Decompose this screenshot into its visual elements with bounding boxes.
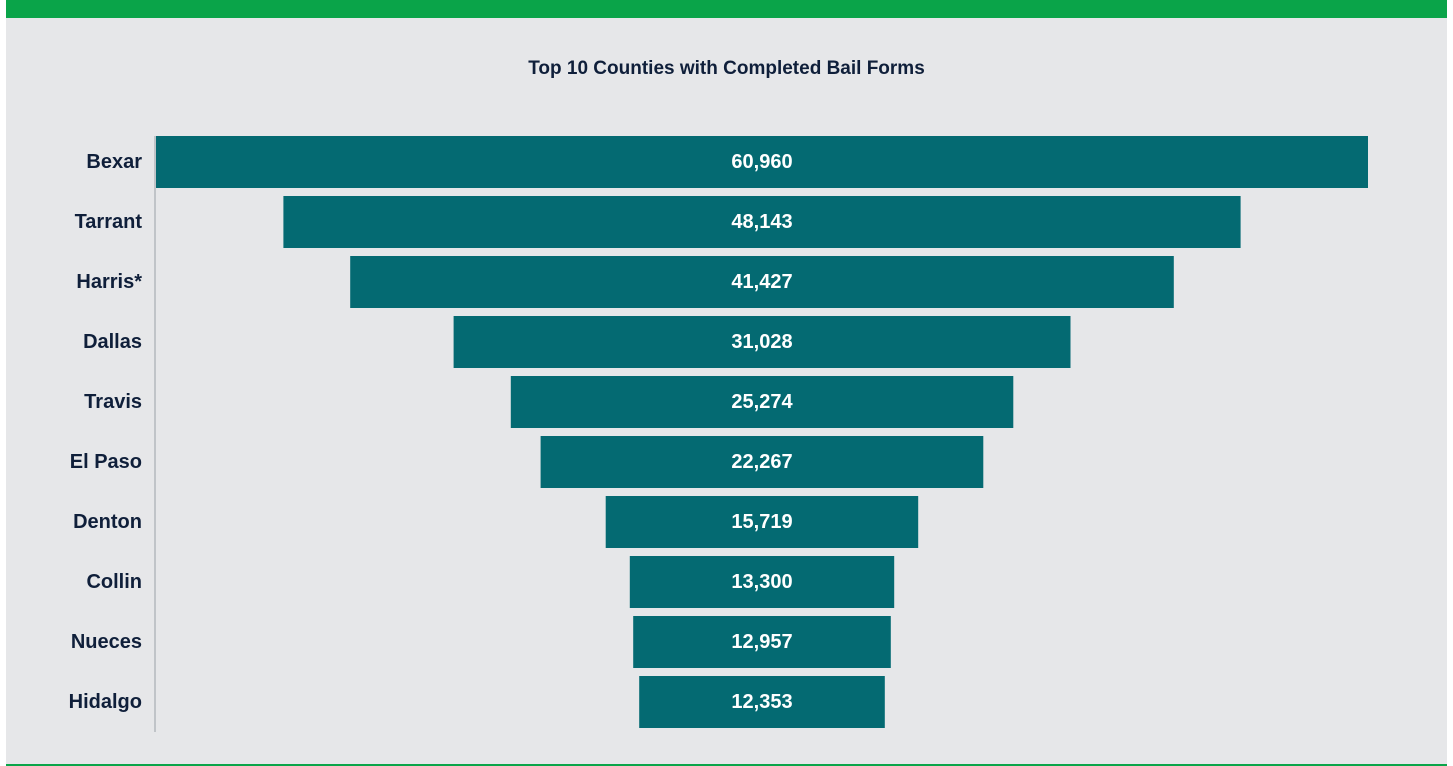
- funnel-chart: 60,960 Bexar 48,143 Tarrant 41,427 Harris* 31,…: [69, 136, 1368, 732]
- bar-value-label: 22,267: [731, 451, 792, 473]
- funnel-bar: [633, 616, 891, 668]
- chart-title: Top 10 Counties with Completed Bail Form…: [528, 58, 925, 79]
- funnel-bar: [453, 316, 1071, 368]
- funnel-bar: [605, 496, 919, 548]
- category-label: Denton: [73, 511, 142, 533]
- bar-value-label: 48,143: [731, 211, 792, 233]
- category-label: Harris*: [76, 271, 142, 293]
- funnel-bar: [156, 136, 1368, 188]
- bar-value-label: 60,960: [731, 151, 792, 173]
- funnel-bar: [540, 436, 984, 488]
- bar-value-label: 13,300: [731, 571, 792, 593]
- bar-value-label: 15,719: [731, 511, 792, 533]
- top-accent-rule: [6, 0, 1447, 18]
- category-label: Bexar: [86, 151, 142, 173]
- funnel-bar: [510, 376, 1014, 428]
- category-label: Dallas: [83, 331, 142, 353]
- bottom-accent-rule: [6, 764, 1447, 766]
- bar-value-label: 31,028: [731, 331, 792, 353]
- bar-value-label: 41,427: [731, 271, 792, 293]
- bar-value-label: 12,957: [731, 631, 792, 653]
- category-label: Hidalgo: [69, 691, 142, 713]
- chart-panel: Top 10 Counties with Completed Bail Form…: [6, 0, 1447, 766]
- funnel-bar: [283, 196, 1241, 248]
- bar-value-label: 25,274: [731, 391, 793, 413]
- category-label: El Paso: [70, 451, 142, 473]
- category-label: Tarrant: [75, 211, 143, 233]
- category-label: Nueces: [71, 631, 142, 653]
- funnel-bar: [639, 676, 885, 728]
- funnel-bar: [629, 556, 895, 608]
- category-label: Collin: [86, 571, 142, 593]
- funnel-bar: [350, 256, 1174, 308]
- bar-value-label: 12,353: [731, 691, 792, 713]
- category-label: Travis: [84, 391, 142, 413]
